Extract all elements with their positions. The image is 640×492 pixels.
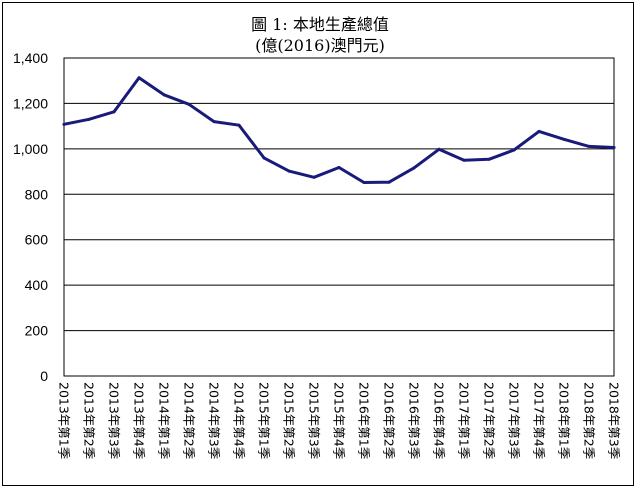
data-point — [137, 76, 141, 80]
x-tick-label: 2014年第2季 — [182, 382, 197, 460]
data-point — [412, 166, 416, 170]
data-point — [187, 102, 191, 106]
x-tick-label: 2013年第1季 — [57, 382, 72, 460]
gridlines — [64, 102, 614, 332]
data-point — [612, 145, 616, 149]
y-tick-label: 600 — [25, 232, 49, 248]
x-axis: 2013年第1季 2013年第2季 2013年第3季 2013年第4季 2014年第1季… — [57, 382, 622, 460]
y-tick-label: 1,400 — [13, 50, 48, 66]
chart-title-block: 圖 1: 本地生產總值 (億(2016)澳門元) — [0, 14, 640, 56]
x-tick-label: 2017年第2季 — [482, 382, 497, 460]
data-point — [237, 123, 241, 127]
x-tick-label: 2014年第1季 — [157, 382, 172, 460]
x-tick-label: 2015年第3季 — [307, 382, 322, 460]
data-point — [312, 175, 316, 179]
y-tick-label: 0 — [40, 368, 48, 384]
chart-subtitle: (億(2016)澳門元) — [255, 36, 385, 55]
x-tick-label: 2014年第4季 — [232, 382, 247, 460]
x-tick-label: 2018年第3季 — [607, 382, 622, 460]
x-tick-label: 2016年第4季 — [432, 382, 447, 460]
y-axis: 0 200 400 600 800 1,000 1,200 1,400 — [13, 50, 48, 384]
x-tick-label: 2018年第1季 — [557, 382, 572, 460]
chart-title: 圖 1: 本地生產總值 — [251, 15, 389, 34]
y-tick-label: 1,200 — [13, 95, 48, 111]
data-point — [587, 144, 591, 148]
data-point — [537, 129, 541, 133]
x-tick-label: 2017年第4季 — [532, 382, 547, 460]
data-point — [562, 137, 566, 141]
x-tick-label: 2017年第1季 — [457, 382, 472, 460]
x-tick-label: 2013年第2季 — [82, 382, 97, 460]
data-point — [437, 147, 441, 151]
y-tick-label: 1,000 — [13, 141, 48, 157]
data-point — [387, 180, 391, 184]
x-tick-label: 2016年第1季 — [357, 382, 372, 460]
x-tick-label: 2015年第2季 — [282, 382, 297, 460]
data-point — [87, 117, 91, 121]
data-point — [462, 158, 466, 162]
x-tick-label: 2016年第2季 — [382, 382, 397, 460]
x-tick-label: 2016年第3季 — [407, 382, 422, 460]
data-point — [262, 156, 266, 160]
data-point — [162, 93, 166, 97]
x-tick-label: 2015年第1季 — [257, 382, 272, 460]
data-point — [112, 110, 116, 114]
y-tick-label: 400 — [25, 277, 49, 293]
data-point — [487, 157, 491, 161]
data-point — [362, 180, 366, 184]
y-tick-label: 800 — [25, 186, 49, 202]
x-tick-label: 2013年第4季 — [132, 382, 147, 460]
data-point — [212, 120, 216, 124]
x-tick-label: 2014年第3季 — [207, 382, 222, 460]
data-point — [337, 165, 341, 169]
x-tick-label: 2018年第2季 — [582, 382, 597, 460]
x-tick-label: 2015年第4季 — [332, 382, 347, 460]
data-point — [287, 169, 291, 173]
x-tick-label: 2017年第3季 — [507, 382, 522, 460]
chart-frame — [2, 2, 634, 486]
plot-area — [63, 57, 615, 377]
x-tick-label: 2013年第3季 — [107, 382, 122, 460]
data-point — [512, 148, 516, 152]
data-point — [62, 122, 66, 126]
y-tick-label: 200 — [25, 323, 49, 339]
series — [62, 76, 616, 184]
